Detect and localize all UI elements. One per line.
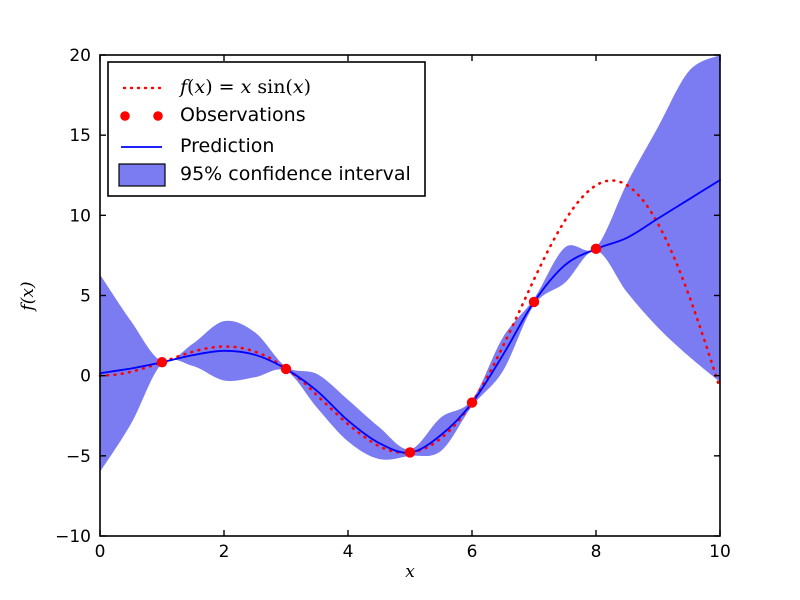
legend-item: 95% confidence interval (118, 163, 411, 187)
observation-point (590, 243, 602, 255)
legend-items: f(x) = x sin(x) Observations Prediction 95%… (118, 76, 411, 187)
confidence-band (100, 55, 720, 472)
observation-point (404, 447, 416, 458)
legend-marker-swatch (120, 111, 130, 121)
legend-label: Observations (180, 104, 306, 126)
legend-item: Prediction (121, 135, 274, 157)
y-tick-label: 5 (80, 287, 91, 307)
legend-marker-swatch (153, 111, 163, 121)
y-axis-label: f(x) (18, 281, 38, 312)
x-tick-label: 10 (709, 542, 731, 562)
legend: f(x) = x sin(x) Observations Prediction 95%… (107, 61, 426, 197)
x-tick-labels: 0 2 4 6 8 10 (95, 542, 731, 562)
y-tick-label: −10 (55, 527, 91, 547)
observation-point (466, 397, 478, 408)
x-tick-label: 6 (467, 542, 478, 562)
confidence-band-patch (100, 55, 720, 472)
axis-ticks (99, 54, 721, 537)
legend-item: Observations (120, 104, 306, 126)
y-tick-label: 10 (69, 206, 91, 226)
x-tick-label: 2 (219, 542, 230, 562)
y-tick-label: 15 (69, 126, 91, 146)
legend-frame (107, 61, 426, 197)
y-tick-label: 20 (69, 46, 91, 66)
y-tick-labels: −10 −5 0 5 10 15 20 (55, 46, 91, 547)
legend-label: 95% confidence interval (180, 163, 411, 185)
y-tick-label: −5 (66, 447, 91, 467)
legend-label: Prediction (180, 135, 274, 157)
x-tick-label: 0 (95, 542, 106, 562)
observation-points (156, 243, 602, 458)
x-tick-label: 4 (343, 542, 354, 562)
observation-point (528, 296, 540, 308)
legend-item: f(x) = x sin(x) (122, 76, 311, 98)
legend-patch-swatch (118, 163, 166, 187)
legend-label: f(x) = x sin(x) (178, 76, 311, 98)
x-tick-label: 8 (591, 542, 602, 562)
observation-point (280, 363, 292, 375)
y-tick-label: 0 (80, 367, 91, 387)
x-axis-label: x (405, 562, 415, 582)
observation-point (156, 357, 168, 368)
